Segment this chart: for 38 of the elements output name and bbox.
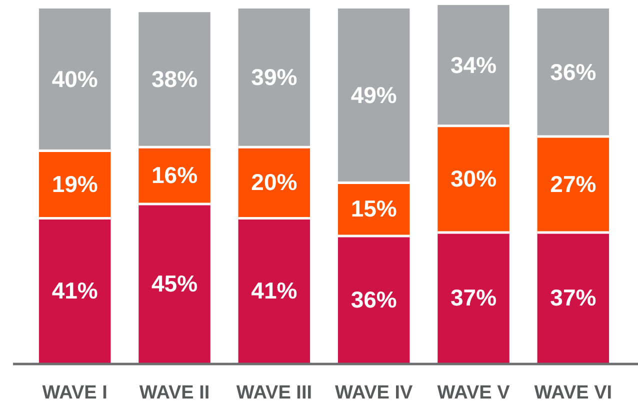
x-tick-label: WAVE IV [334,382,414,404]
data-label: 16% [151,162,198,188]
data-label: 36% [550,58,596,85]
bar [537,8,610,137]
data-label: 40% [52,66,98,92]
data-label: 41% [52,277,98,304]
data-label: 30% [450,166,497,192]
bar [238,8,310,148]
bar [438,232,510,364]
data-label: 36% [350,286,397,312]
data-label: 37% [550,284,596,311]
x-tick-label: WAVE VI [534,382,612,404]
x-tick-label: WAVE III [236,382,312,404]
data-label: 37% [450,284,497,311]
bar [138,204,210,364]
data-label: 20% [251,169,298,196]
bar [338,236,410,364]
data-label: 19% [52,170,98,197]
bar [438,126,510,232]
bar [38,8,111,151]
data-label: 49% [350,82,397,108]
data-label: 15% [350,196,397,222]
bar [38,218,111,364]
data-label: 38% [151,66,198,92]
bar [338,8,410,183]
bar [438,5,510,126]
data-label: 39% [251,64,298,90]
bar [238,218,310,364]
bar [537,232,610,364]
x-tick-label: WAVE V [437,382,510,404]
data-label: 34% [450,52,497,78]
x-tick-label: WAVE I [42,382,108,404]
bar [537,136,610,232]
x-tick-label: WAVE II [139,382,210,404]
bar [138,12,210,148]
data-label: 45% [151,270,198,296]
data-label: 41% [251,277,298,304]
data-label: 27% [550,170,596,197]
